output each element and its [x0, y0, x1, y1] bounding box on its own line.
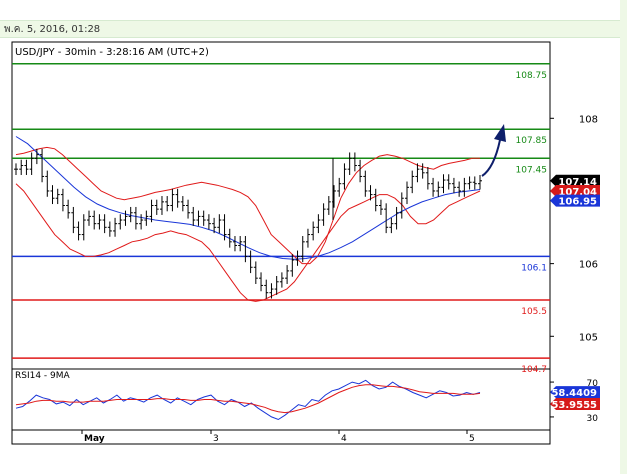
chart-title: USD/JPY - 30min - 3:28:16 AM (UTC+2)	[15, 47, 209, 58]
rsi-y-tick-label: 70	[587, 379, 599, 389]
current-price-tag-text: 107.14	[558, 177, 597, 188]
x-tick-label: 4	[341, 434, 347, 444]
arrow-head-icon	[494, 124, 506, 142]
blue-price-tag-shape	[550, 194, 600, 207]
current-price-tag-shape	[550, 174, 600, 187]
ma-line	[15, 136, 481, 260]
level-label: 104.7	[521, 365, 547, 375]
current-price-tag: 107.14	[550, 174, 600, 188]
date-bar: พ.ค. 5, 2016, 01:28	[0, 20, 627, 38]
rsi-indicator: 70 30	[15, 379, 599, 424]
rsi-ma-value-tag-shape	[550, 398, 600, 411]
level-label: 106.1	[521, 263, 547, 273]
bollinger-upper	[15, 146, 480, 265]
red-price-tag-shape	[550, 185, 600, 198]
rsi-value-tag: 58.4409	[550, 386, 600, 399]
y-tick-label: 108	[579, 114, 598, 125]
right-edge-strip	[620, 0, 627, 474]
blue-price-tag: 106.95	[550, 194, 600, 208]
rsi-y-tick-label: 30	[587, 414, 599, 424]
price-candles	[14, 148, 482, 299]
date-label: พ.ค. 5, 2016, 01:28	[4, 24, 101, 35]
rsi-title: RSI14 - 9MA	[15, 371, 71, 381]
x-axis-strip	[11, 429, 551, 445]
x-tick-label: 3	[213, 434, 219, 444]
rsi-value-tag-text: 58.4409	[551, 388, 597, 399]
level-label: 105.5	[521, 307, 547, 317]
main-panel-frame	[11, 41, 551, 370]
rsi-value-tag-shape	[550, 386, 600, 399]
rsi-ma-value-tag: 53.9555	[550, 398, 600, 411]
y-tick-label: 106	[579, 260, 598, 271]
x-tick-label: May	[84, 434, 105, 444]
y-axis: 108 106 105	[550, 114, 598, 343]
rsi-ma-line	[15, 384, 481, 414]
blue-price-tag-text: 106.95	[558, 197, 597, 208]
moving-average	[15, 136, 481, 260]
level-label: 107.85	[516, 136, 548, 146]
x-tick-label: 5	[469, 434, 475, 444]
support-resistance-levels: 108.75 107.85 107.45 106.1 105.5 104.7	[12, 63, 550, 375]
red-price-tag-text: 107.04	[558, 187, 597, 198]
rsi-ma-value-tag-text: 53.9555	[551, 400, 597, 411]
level-label: 108.75	[516, 71, 548, 81]
projection-arrow	[481, 139, 501, 177]
bollinger-lower	[15, 183, 481, 302]
x-axis: May 3 4 5	[81, 430, 475, 444]
bollinger-bands	[15, 146, 481, 302]
red-price-tag: 107.04	[550, 185, 600, 198]
level-label: 107.45	[516, 165, 548, 175]
y-tick-label: 105	[579, 332, 598, 343]
